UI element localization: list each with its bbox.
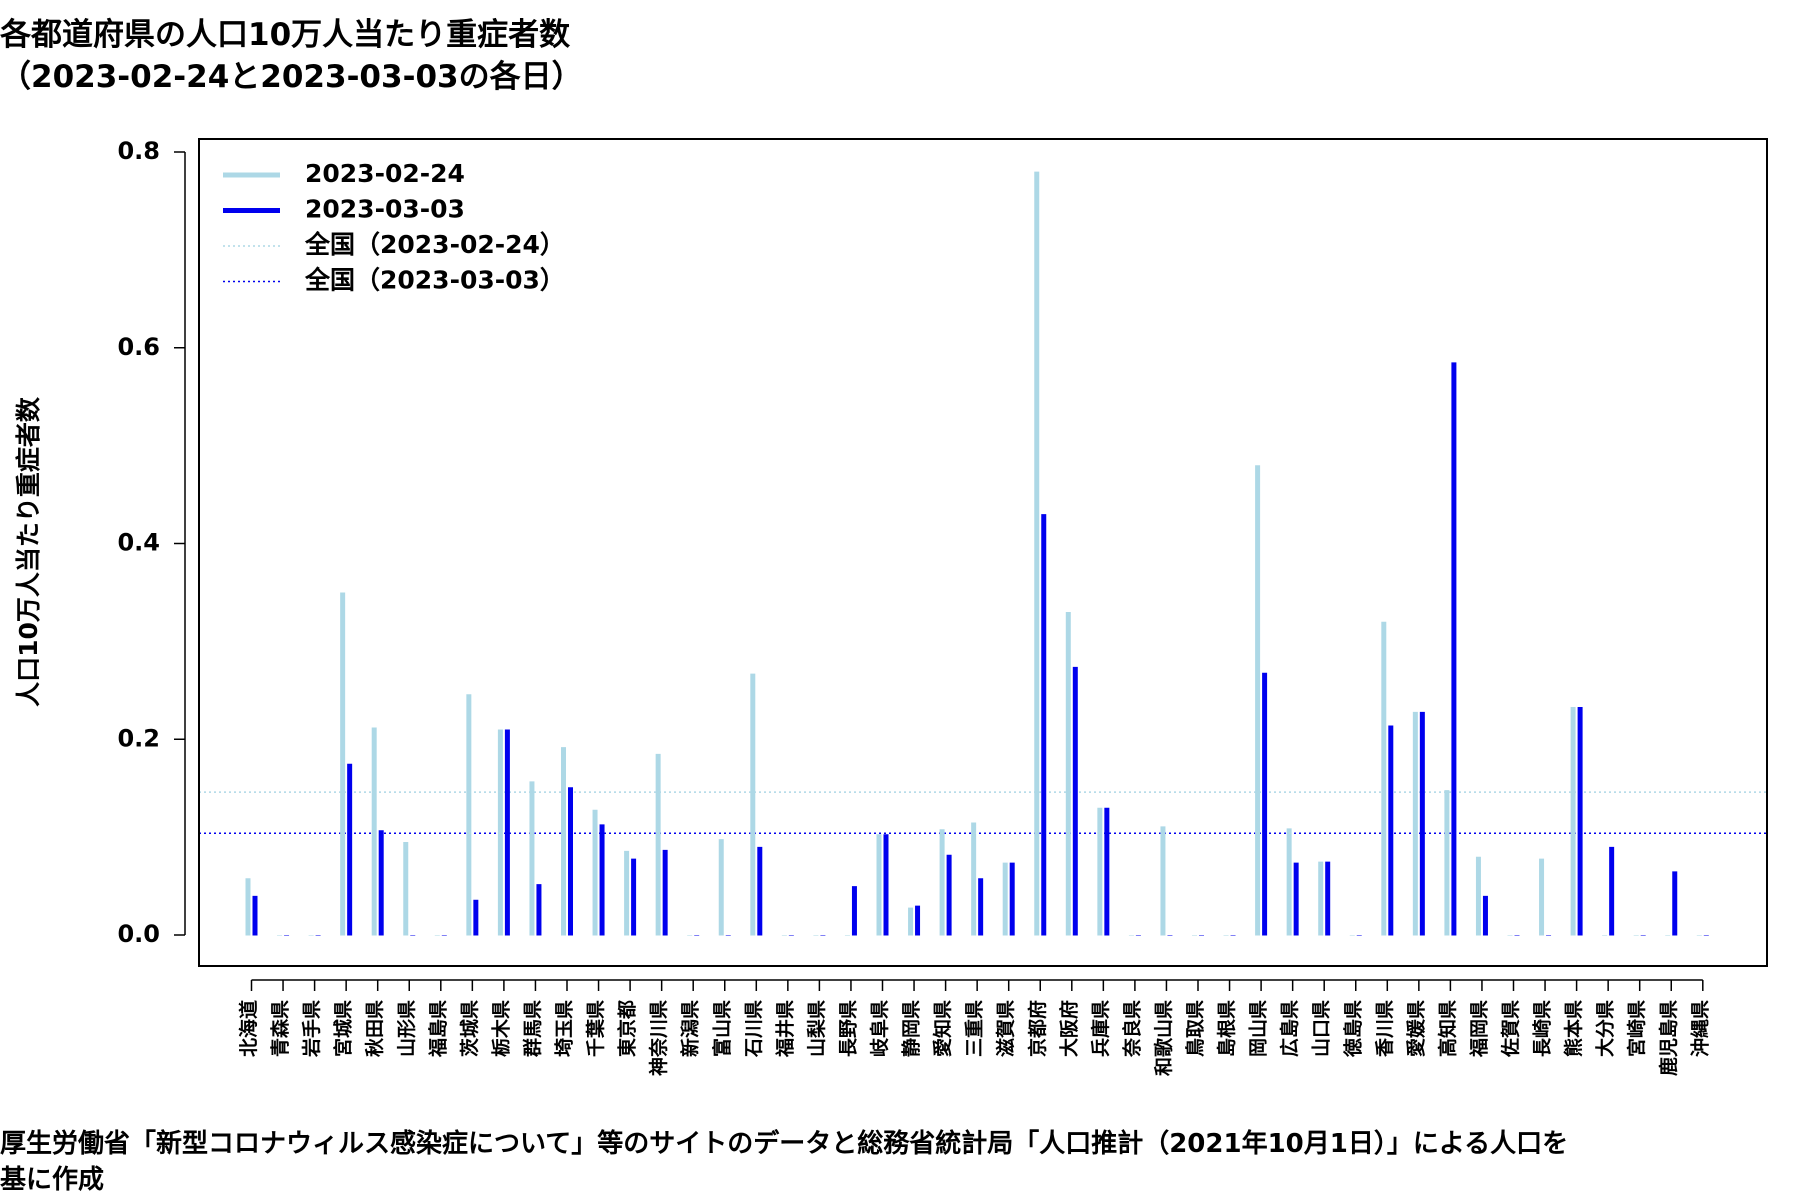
source-note-line2: 基に作成 [0,1165,105,1195]
x-tick-label: 大分県 [1594,1000,1617,1057]
x-tick-label: 東京都 [616,1000,639,1057]
y-tick-label: 0.2 [117,724,160,752]
x-tick-label: 福岡県 [1467,1000,1490,1058]
y-tick-label: 0.8 [117,137,160,165]
x-tick-label: 山梨県 [805,1000,828,1057]
x-tick-label: 滋賀県 [994,1000,1017,1057]
source-note: 厚生労働省「新型コロナウィルス感染症について」等のサイトのデータと総務省統計局「… [0,1126,1800,1198]
x-axis: 北海道 青森県 岩手県 宮城県 秋田県 山形県 福島県 茨城県 栃木県 群馬県 埼玉県 千葉県 東京都神… [237,979,1711,1076]
x-tick-label: 鹿児島県 [1657,1000,1680,1076]
legend-label-3: 全国（2023-02-24） [304,230,565,259]
x-tick-label: 広島県 [1278,1000,1301,1057]
legend-label-4: 全国（2023-03-03） [304,266,565,295]
x-tick-label: 鳥取県 [1184,1000,1207,1057]
y-tick-label: 0.6 [117,333,160,361]
x-tick-label: 和歌山県 [1152,1000,1175,1076]
bar-chart: 0.0 0.2 0.4 0.6 0.8 北海道 青森県 岩手県 宮城県 秋田県 山形県 福島県 茨城県… [14,137,1768,1076]
y-tick-label: 0.4 [117,529,160,557]
x-tick-label: 京都府 [1026,1000,1049,1057]
x-tick-label: 山口県 [1311,1000,1333,1057]
x-tick-label: 新潟県 [679,1000,702,1057]
x-tick-label: 愛媛県 [1404,1000,1427,1057]
x-tick-label: 石川県 [743,1000,765,1058]
x-tick-label: 徳島県 [1341,1000,1364,1058]
x-tick-label: 高知県 [1436,1000,1459,1057]
x-tick-label: 北海道 [237,1000,260,1057]
reference-lines [199,791,1767,834]
x-tick-label: 群馬県 [521,1000,544,1058]
x-tick-label: 島根県 [1215,1000,1238,1057]
x-tick-label: 神奈川県 [647,1000,670,1076]
x-tick-label: 茨城県 [458,1000,481,1057]
x-tick-label: 熊本県 [1562,1000,1585,1057]
x-tick-label: 愛知県 [931,1000,954,1057]
chart-subtitle: （2023-02-24と2023-03-03の各日） [0,59,583,95]
x-tick-label: 埼玉県 [553,1000,576,1057]
x-tick-label: 山形県 [396,1000,418,1057]
plot-frame [198,138,1768,967]
x-tick-label: 福井県 [773,1000,796,1058]
x-tick-label: 大阪府 [1057,1000,1080,1057]
source-note-line1: 厚生労働省「新型コロナウィルス感染症について」等のサイトのデータと総務省統計局「… [0,1129,1569,1159]
x-tick-label: 千葉県 [585,1000,607,1057]
x-tick-label: 富山県 [710,1000,733,1057]
x-tick-label: 長崎県 [1531,1000,1554,1057]
x-tick-label: 岡山県 [1248,1000,1270,1057]
x-tick-label: 宮城県 [332,1000,355,1057]
x-tick-label: 沖縄県 [1688,1000,1711,1057]
y-axis-label: 人口10万人当たり重症者数 [14,396,43,707]
x-tick-label: 宮崎県 [1625,1000,1648,1057]
y-axis: 0.0 0.2 0.4 0.6 0.8 [117,137,186,948]
x-tick-label: 長野県 [837,1000,859,1057]
legend-label-1: 2023-02-24 [305,159,465,188]
chart-title: 各都道府県の人口10万人当たり重症者数 [0,17,571,53]
x-tick-label: 岩手県 [300,1000,323,1058]
x-tick-label: 佐賀県 [1499,1000,1522,1058]
legend-label-2: 2023-03-03 [305,195,465,224]
chart-title-block: 各都道府県の人口10万人当たり重症者数 （2023-02-24と2023-03-… [0,14,583,98]
x-tick-label: 兵庫県 [1089,1000,1112,1057]
x-tick-label: 岐阜県 [868,1000,891,1057]
x-tick-label: 栃木県 [489,1000,512,1057]
x-tick-label: 福島県 [426,1000,449,1058]
bar-marks [245,171,1709,936]
y-tick-label: 0.0 [117,920,160,948]
x-tick-label: 秋田県 [363,1000,386,1057]
x-tick-label: 香川県 [1374,1000,1396,1058]
x-tick-label: 静岡県 [900,1000,923,1057]
x-tick-label: 青森県 [269,1000,292,1057]
x-tick-label: 奈良県 [1120,1000,1143,1058]
legend: 2023-02-24 2023-03-03 全国（2023-02-24） 全国（202… [223,159,565,295]
x-tick-label: 三重県 [964,1000,986,1057]
